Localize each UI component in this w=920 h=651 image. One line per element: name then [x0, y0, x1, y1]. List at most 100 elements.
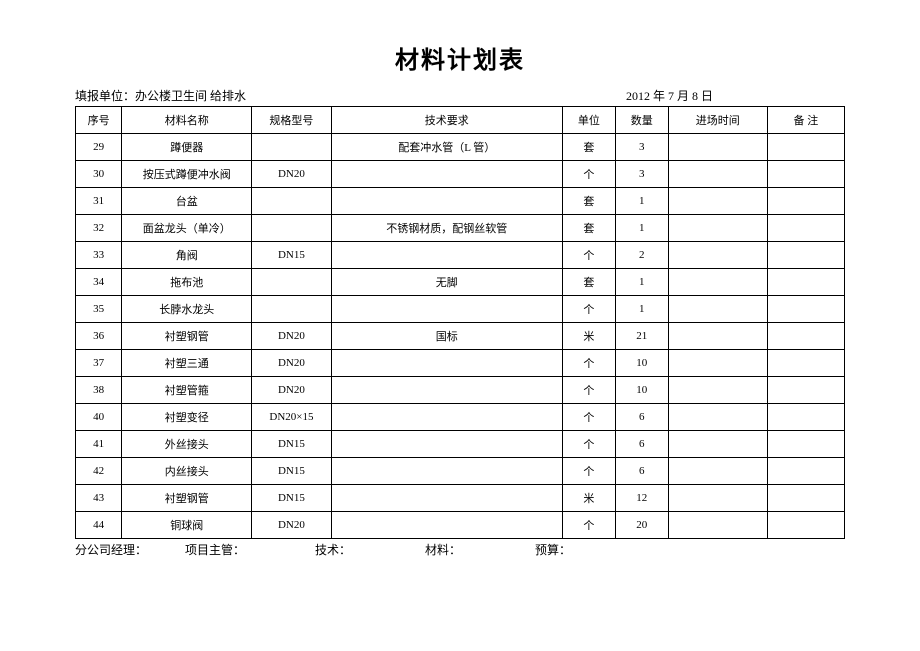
cell-name: 衬塑管箍 [122, 377, 252, 404]
cell-spec [252, 269, 331, 296]
table-row: 43衬塑钢管DN15米12 [76, 485, 845, 512]
table-row: 37衬塑三通DN20个10 [76, 350, 845, 377]
table-header-row: 序号 材料名称 规格型号 技术要求 单位 数量 进场时间 备 注 [76, 107, 845, 134]
cell-tech [331, 404, 562, 431]
cell-note [767, 242, 844, 269]
cell-time [668, 161, 767, 188]
cell-tech [331, 377, 562, 404]
cell-tech: 国标 [331, 323, 562, 350]
cell-tech [331, 458, 562, 485]
cell-unit: 套 [562, 215, 615, 242]
cell-seq: 43 [76, 485, 122, 512]
cell-name: 外丝接头 [122, 431, 252, 458]
footer-manager: 分公司经理： [75, 541, 185, 558]
cell-time [668, 485, 767, 512]
cell-seq: 33 [76, 242, 122, 269]
cell-note [767, 296, 844, 323]
cell-seq: 44 [76, 512, 122, 539]
col-time: 进场时间 [668, 107, 767, 134]
cell-spec: DN15 [252, 458, 331, 485]
cell-tech [331, 188, 562, 215]
cell-qty: 1 [615, 188, 668, 215]
cell-unit: 个 [562, 161, 615, 188]
cell-unit: 个 [562, 377, 615, 404]
cell-unit: 套 [562, 134, 615, 161]
cell-tech: 配套冲水管（L 管） [331, 134, 562, 161]
cell-unit: 个 [562, 350, 615, 377]
cell-spec: DN20 [252, 350, 331, 377]
cell-time [668, 377, 767, 404]
table-row: 34拖布池无脚套1 [76, 269, 845, 296]
cell-spec [252, 215, 331, 242]
cell-note [767, 404, 844, 431]
cell-name: 拖布池 [122, 269, 252, 296]
cell-spec: DN20×15 [252, 404, 331, 431]
cell-qty: 1 [615, 215, 668, 242]
cell-unit: 个 [562, 242, 615, 269]
footer-budget: 预算： [535, 541, 571, 558]
table-row: 44铜球阀DN20个20 [76, 512, 845, 539]
cell-qty: 3 [615, 161, 668, 188]
table-row: 33角阀DN15个2 [76, 242, 845, 269]
cell-spec [252, 188, 331, 215]
cell-unit: 个 [562, 458, 615, 485]
cell-qty: 20 [615, 512, 668, 539]
cell-note [767, 323, 844, 350]
cell-seq: 37 [76, 350, 122, 377]
cell-qty: 1 [615, 296, 668, 323]
cell-seq: 29 [76, 134, 122, 161]
table-row: 42内丝接头DN15个6 [76, 458, 845, 485]
cell-time [668, 269, 767, 296]
cell-seq: 35 [76, 296, 122, 323]
col-tech: 技术要求 [331, 107, 562, 134]
cell-note [767, 161, 844, 188]
table-row: 35长脖水龙头 个1 [76, 296, 845, 323]
cell-seq: 36 [76, 323, 122, 350]
cell-seq: 41 [76, 431, 122, 458]
cell-name: 角阀 [122, 242, 252, 269]
cell-name: 衬塑钢管 [122, 323, 252, 350]
cell-seq: 31 [76, 188, 122, 215]
report-unit-value: 办公楼卫生间 给排水 [135, 87, 246, 104]
cell-name: 按压式蹲便冲水阀 [122, 161, 252, 188]
cell-time [668, 134, 767, 161]
cell-time [668, 296, 767, 323]
cell-note [767, 377, 844, 404]
cell-spec: DN15 [252, 242, 331, 269]
cell-note [767, 215, 844, 242]
table-row: 41外丝接头DN15个6 [76, 431, 845, 458]
header-date: 2012 年 7 月 8 日 [626, 87, 713, 104]
col-note: 备 注 [767, 107, 844, 134]
cell-note [767, 485, 844, 512]
cell-tech [331, 296, 562, 323]
cell-spec: DN20 [252, 323, 331, 350]
cell-unit: 套 [562, 188, 615, 215]
cell-unit: 米 [562, 485, 615, 512]
cell-spec: DN20 [252, 377, 331, 404]
footer-material: 材料： [425, 541, 535, 558]
cell-time [668, 404, 767, 431]
cell-time [668, 242, 767, 269]
cell-qty: 1 [615, 269, 668, 296]
cell-spec: DN15 [252, 431, 331, 458]
cell-note [767, 431, 844, 458]
cell-name: 长脖水龙头 [122, 296, 252, 323]
table-row: 29蹲便器配套冲水管（L 管）套3 [76, 134, 845, 161]
col-unit: 单位 [562, 107, 615, 134]
cell-note [767, 269, 844, 296]
footer-line: 分公司经理： 项目主管： 技术： 材料： 预算： [75, 541, 845, 558]
cell-name: 内丝接头 [122, 458, 252, 485]
col-name: 材料名称 [122, 107, 252, 134]
page-title: 材料计划表 [75, 40, 845, 75]
cell-tech [331, 431, 562, 458]
cell-note [767, 134, 844, 161]
cell-seq: 30 [76, 161, 122, 188]
cell-time [668, 350, 767, 377]
material-table: 序号 材料名称 规格型号 技术要求 单位 数量 进场时间 备 注 29蹲便器配套… [75, 106, 845, 539]
cell-unit: 套 [562, 269, 615, 296]
cell-unit: 个 [562, 296, 615, 323]
cell-note [767, 350, 844, 377]
cell-spec: DN15 [252, 485, 331, 512]
cell-qty: 21 [615, 323, 668, 350]
cell-name: 面盆龙头（单冷） [122, 215, 252, 242]
